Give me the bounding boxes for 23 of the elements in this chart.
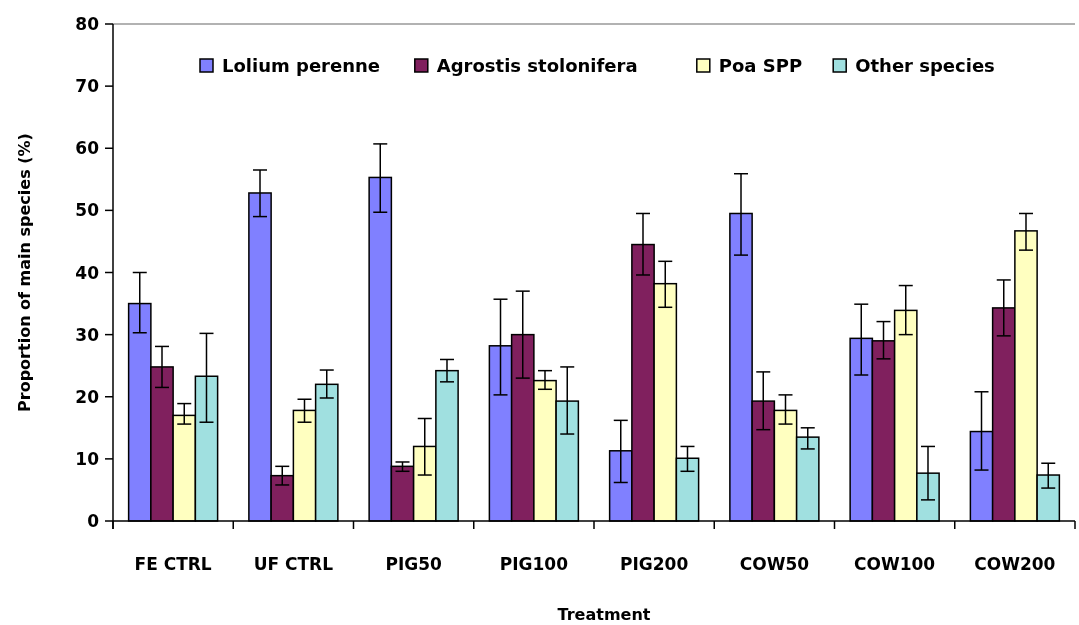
y-tick-label: 30 bbox=[75, 324, 100, 345]
y-tick-label: 10 bbox=[75, 448, 100, 469]
x-tick-label: PIG50 bbox=[385, 554, 442, 574]
y-tick-label: 80 bbox=[75, 14, 100, 34]
x-tick-label: FE CTRL bbox=[134, 554, 212, 574]
legend-label: Agrostis stolonifera bbox=[436, 55, 638, 76]
legend-label: Other species bbox=[855, 55, 995, 76]
y-tick-label: 70 bbox=[75, 76, 100, 97]
y-tick-label: 0 bbox=[87, 511, 100, 531]
x-tick-label: COW50 bbox=[739, 554, 810, 574]
y-tick-label: 20 bbox=[75, 386, 100, 407]
x-tick-label: PIG100 bbox=[499, 554, 569, 574]
x-tick-label: COW200 bbox=[974, 554, 1056, 574]
legend-label: Poa SPP bbox=[718, 55, 803, 76]
legend-label: Lolium perenne bbox=[222, 55, 381, 76]
x-tick-label: UF CTRL bbox=[253, 554, 334, 574]
y-tick-label: 50 bbox=[75, 200, 100, 221]
x-tick-label: PIG200 bbox=[620, 554, 689, 574]
y-tick-label: 60 bbox=[75, 138, 100, 159]
x-tick-label: COW100 bbox=[854, 554, 936, 574]
y-tick-label: 40 bbox=[75, 262, 100, 283]
y-axis-title: Proportion of main species (%) bbox=[15, 133, 34, 412]
x-axis-title: Treatment bbox=[557, 605, 651, 624]
